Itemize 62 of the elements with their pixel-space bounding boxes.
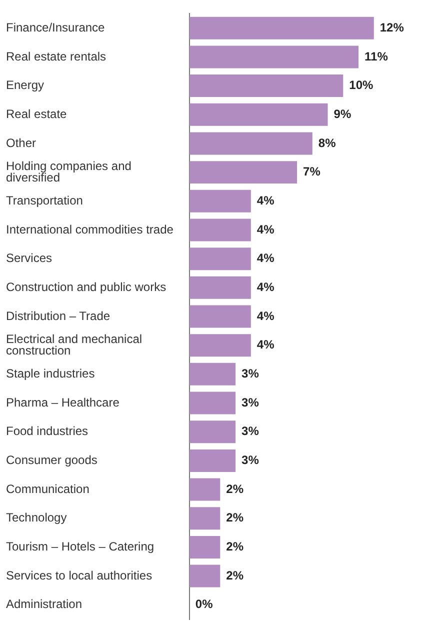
y-tick-label: Tourism – Hotels – Catering xyxy=(6,540,154,554)
bar xyxy=(189,103,328,126)
bar xyxy=(189,190,251,212)
bar xyxy=(189,392,236,414)
bar xyxy=(189,46,359,68)
y-tick-label: Staple industries xyxy=(6,366,95,380)
data-label: 3% xyxy=(242,366,260,380)
bar xyxy=(189,536,220,558)
y-tick-label: Administration xyxy=(6,597,82,612)
data-label: 2% xyxy=(226,568,244,582)
data-label: 3% xyxy=(242,424,260,438)
y-tick-label: Other xyxy=(6,136,36,150)
y-tick-label: Services xyxy=(6,251,52,266)
bar xyxy=(189,449,236,472)
data-label: 7% xyxy=(303,164,321,179)
bar xyxy=(189,507,220,530)
y-tick-label: Energy xyxy=(6,78,44,92)
y-tick-label: Finance/Insurance xyxy=(6,20,106,34)
bar xyxy=(189,218,251,242)
y-tick-label: Consumer goods xyxy=(6,453,98,468)
bar xyxy=(189,276,251,299)
y-tick-label: Real estate rentals xyxy=(6,49,106,64)
data-label: 4% xyxy=(256,193,275,208)
y-tick-label: Holding companies and diversified xyxy=(6,158,132,184)
y-tick-label: Communication xyxy=(6,482,90,496)
bar xyxy=(189,248,251,270)
data-label: 0% xyxy=(195,597,214,612)
data-label: 4% xyxy=(256,251,275,266)
bar xyxy=(189,305,251,328)
y-tick-label: Real estate xyxy=(6,106,68,121)
data-label: 3% xyxy=(242,395,260,410)
data-label: 2% xyxy=(226,510,244,525)
y-tick-label: Distribution – Trade xyxy=(6,308,110,323)
y-tick-label: Transportation xyxy=(6,193,83,208)
y-tick-label: Food industries xyxy=(6,424,88,438)
bar xyxy=(189,334,251,357)
bar xyxy=(189,478,220,501)
data-label: 9% xyxy=(334,106,352,121)
data-label: 12% xyxy=(380,20,404,34)
data-label: 4% xyxy=(256,338,275,352)
bar xyxy=(189,132,312,155)
bar xyxy=(189,420,236,444)
y-tick-label: Technology xyxy=(6,510,67,525)
data-label: 2% xyxy=(226,482,244,496)
bar xyxy=(189,74,344,98)
data-label: 4% xyxy=(256,280,275,294)
bar xyxy=(189,161,298,184)
y-tick-label: Services to local authorities xyxy=(6,568,152,582)
data-label: 4% xyxy=(256,308,275,323)
bar xyxy=(189,16,374,40)
data-label: 3% xyxy=(242,453,260,468)
data-label: 10% xyxy=(349,78,374,92)
data-label: 11% xyxy=(364,49,388,64)
y-tick-label: Pharma – Healthcare xyxy=(6,395,120,410)
y-tick-label: Construction and public works xyxy=(6,280,166,294)
bar xyxy=(189,564,220,588)
data-label: 2% xyxy=(226,540,244,554)
y-tick-label: International commodities trade xyxy=(6,222,174,236)
y-tick-label: Electrical and mechanical construction xyxy=(6,332,142,358)
data-label: 4% xyxy=(256,222,275,236)
data-label: 8% xyxy=(318,136,336,150)
bar xyxy=(189,362,236,386)
